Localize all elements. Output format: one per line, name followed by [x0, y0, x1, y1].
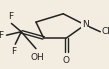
Text: OH: OH [30, 53, 44, 62]
Text: CH₃: CH₃ [101, 27, 109, 36]
Text: N: N [82, 20, 88, 29]
Text: F: F [12, 47, 17, 56]
Text: F: F [8, 12, 13, 21]
Text: F: F [0, 31, 3, 40]
Text: O: O [63, 56, 70, 65]
